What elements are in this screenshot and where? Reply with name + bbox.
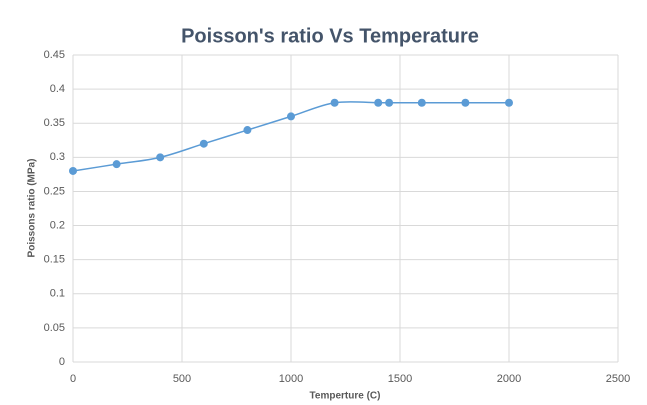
- x-tick-label: 1000: [279, 373, 303, 385]
- data-point: [156, 153, 165, 162]
- data-point: [287, 112, 295, 121]
- y-axis-label: Poissons ratio (MPa): [27, 159, 38, 258]
- y-tick-label: 0.3: [50, 151, 65, 163]
- y-tick-label: 0.35: [44, 117, 65, 129]
- x-tick-label: 0: [70, 373, 76, 385]
- x-tick-label: 1500: [388, 373, 412, 385]
- data-point: [243, 126, 252, 135]
- y-tick-label: 0.25: [44, 185, 65, 197]
- chart-title: Poisson's ratio Vs Temperature: [181, 25, 479, 47]
- y-tick-label: 0.4: [50, 83, 65, 95]
- data-point: [385, 98, 394, 107]
- y-tick-label: 0.45: [44, 49, 65, 61]
- data-point: [461, 98, 470, 107]
- y-tick-label: 0.1: [50, 288, 65, 300]
- y-tick-label: 0: [59, 356, 65, 368]
- y-tick-label: 0.15: [44, 254, 65, 266]
- data-point: [374, 98, 383, 107]
- y-tick-label: 0.2: [50, 219, 65, 231]
- data-point: [199, 139, 208, 148]
- x-tick-label: 2500: [606, 373, 630, 385]
- y-tick-label: 0.05: [44, 322, 65, 334]
- x-axis-label: Temperture (C): [310, 391, 381, 402]
- data-point: [330, 98, 339, 107]
- data-point: [417, 98, 426, 107]
- data-point: [69, 166, 77, 175]
- data-point: [505, 98, 513, 107]
- data-point: [112, 160, 121, 169]
- x-tick-label: 500: [173, 373, 191, 385]
- x-tick-label: 2000: [497, 373, 521, 385]
